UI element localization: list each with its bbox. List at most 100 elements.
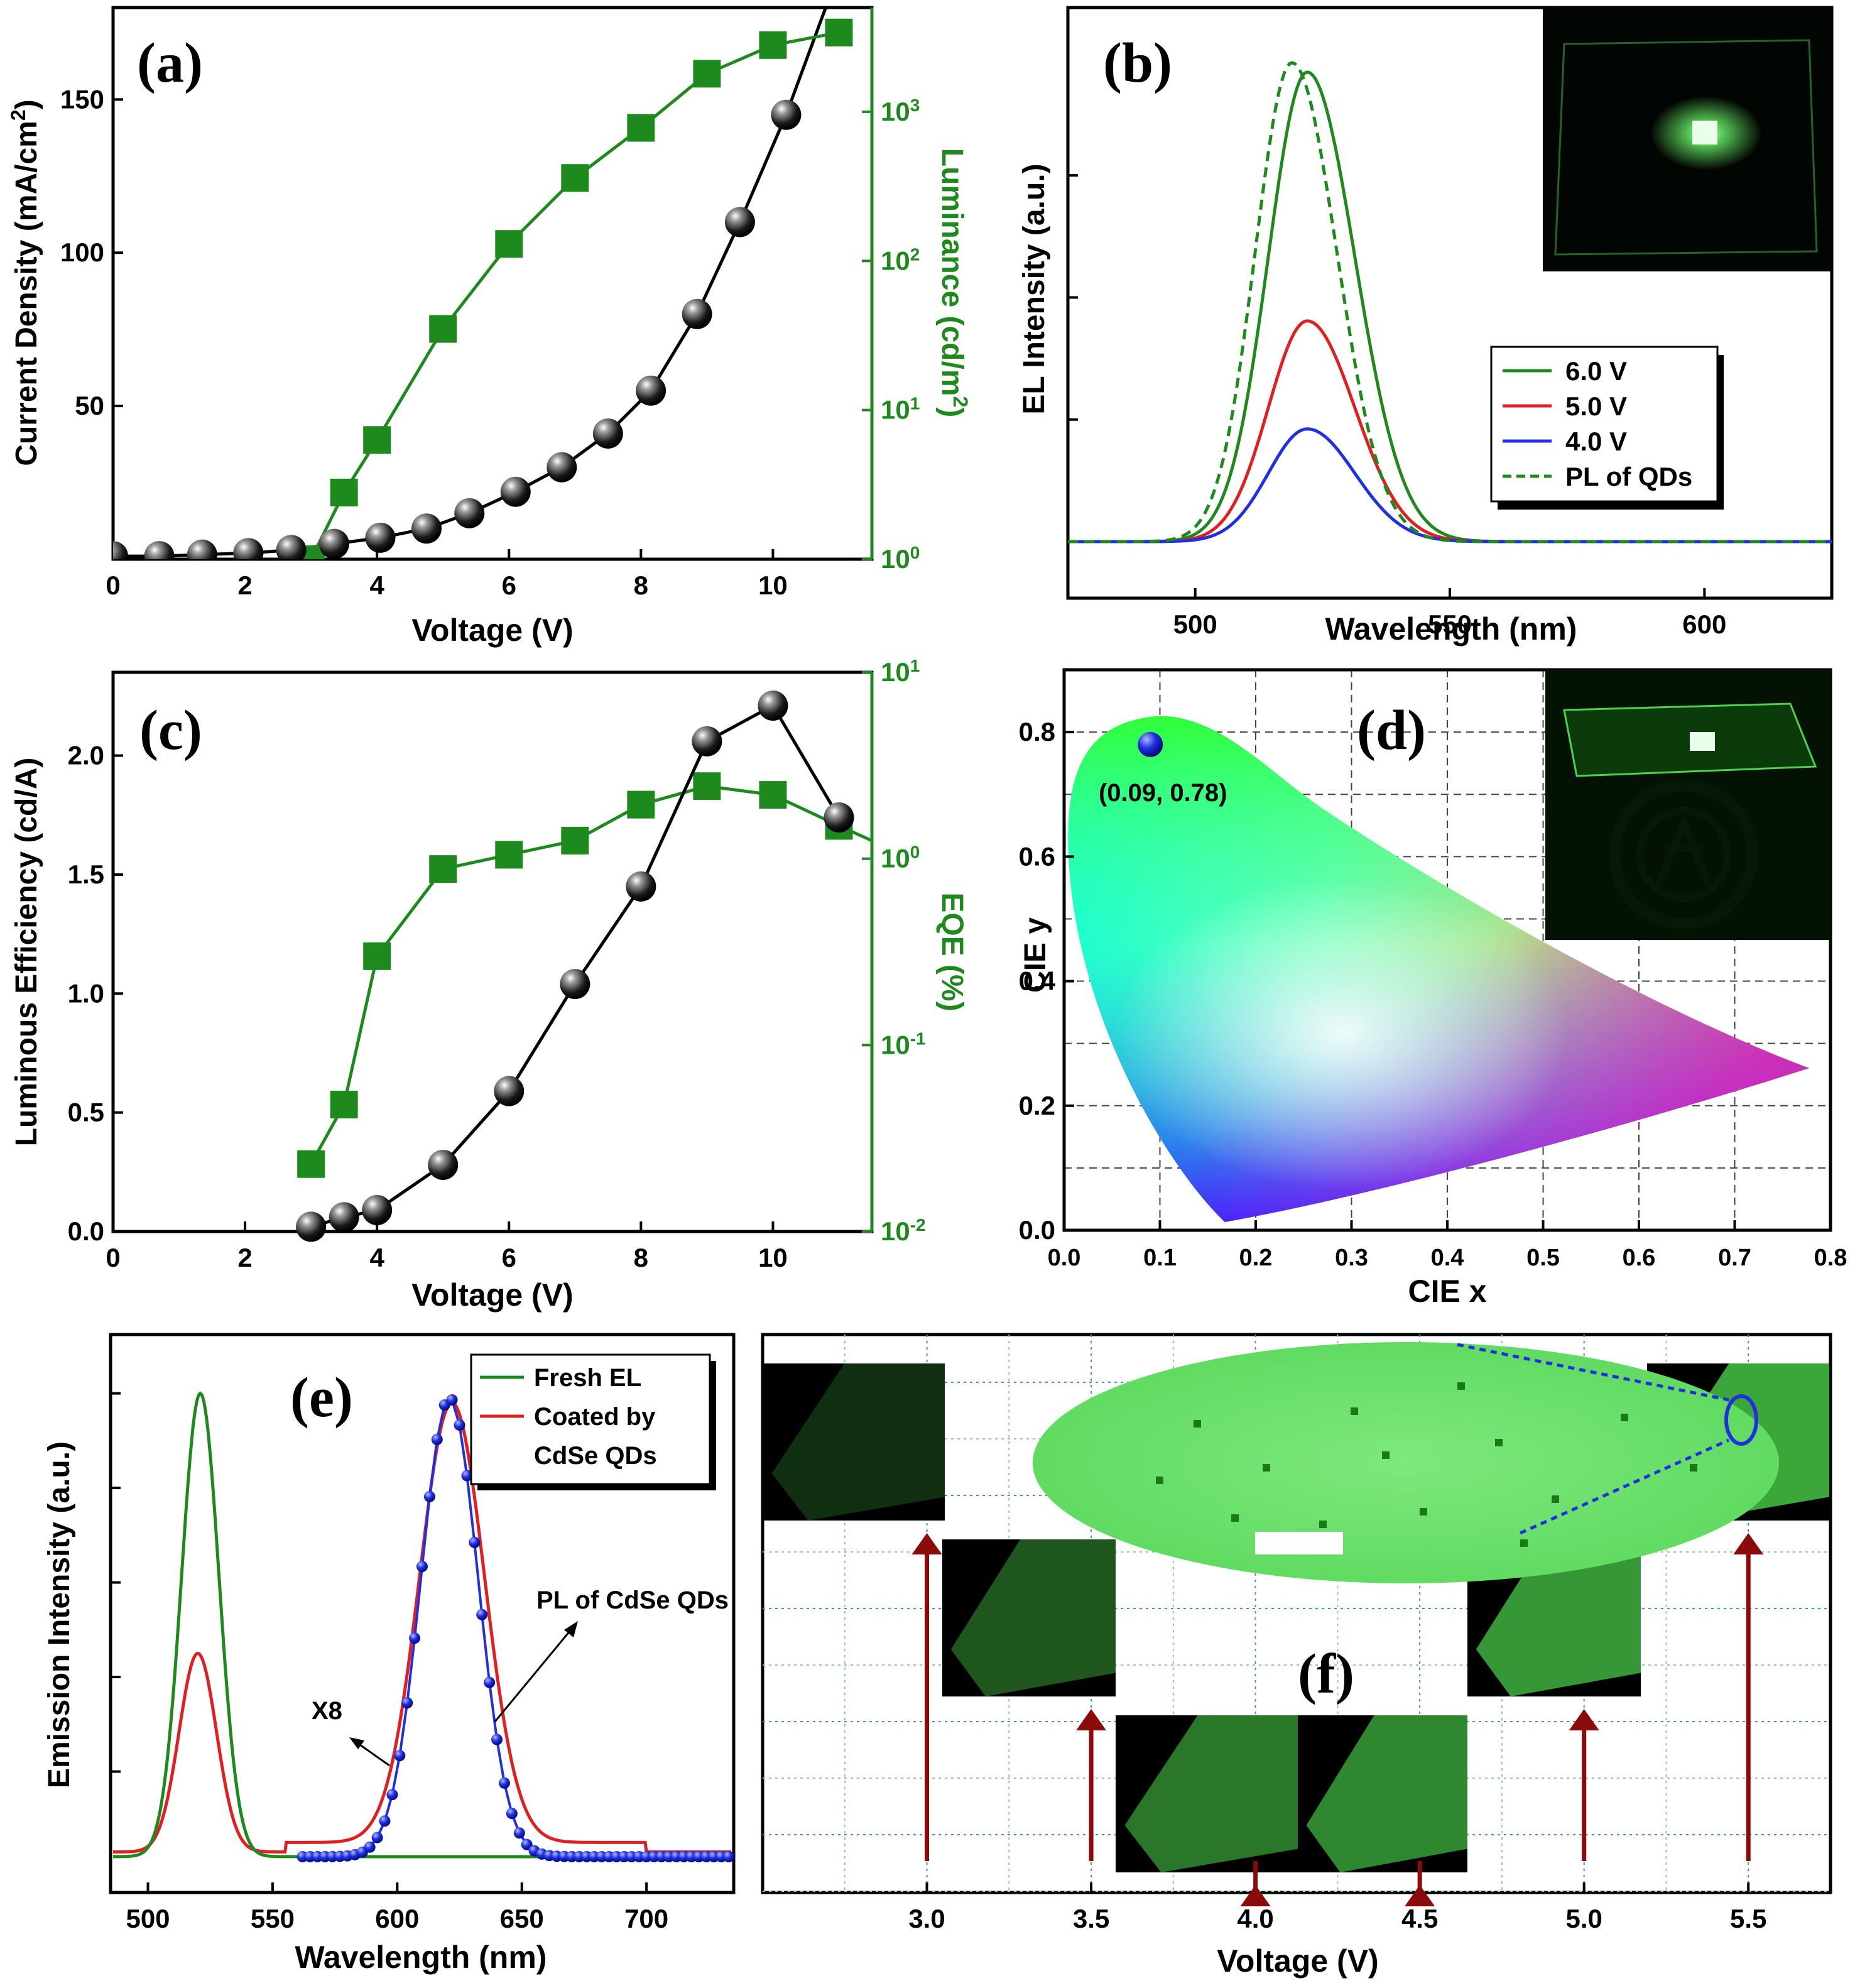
luminance-marker — [759, 31, 787, 59]
voltage-arrow-head — [911, 1533, 942, 1554]
pl-cdse-marker — [521, 1838, 533, 1850]
x-tick-label: 0.8 — [1814, 1245, 1847, 1271]
x-tick-label: 8 — [634, 571, 648, 600]
cie-coordinate-label: (0.09, 0.78) — [1099, 779, 1227, 807]
panel-c-xlabel: Voltage (V) — [411, 1277, 573, 1313]
x-tick-label: 3.0 — [908, 1904, 945, 1933]
pl-cdse-marker — [409, 1632, 421, 1644]
pl-cdse-marker — [469, 1536, 481, 1548]
pl-cdse-marker — [416, 1561, 428, 1573]
annotation-x8: X8 — [312, 1697, 342, 1725]
luminance-marker — [561, 164, 589, 192]
luminance-marker — [495, 230, 523, 258]
panel-b-inset-photo — [1543, 9, 1831, 271]
current-density-marker — [233, 538, 264, 559]
x-tick-label: 2 — [237, 1243, 252, 1272]
x-tick-label: 5.0 — [1565, 1904, 1602, 1933]
panel-e-ylabel: Emission Intensity (a.u.) — [43, 1441, 76, 1788]
panel-a-label: (a) — [137, 32, 203, 94]
x-tick-label: 550 — [251, 1904, 295, 1933]
voltage-arrow-head — [1733, 1533, 1764, 1554]
chip-photo-emission — [950, 1539, 1116, 1696]
panel-f: 3.0 3.5 4.0 4.5 5.0 5.5 (f) Voltage (V) — [761, 1333, 1832, 1979]
pl-cdse-marker — [379, 1815, 391, 1827]
x-tick-label: 10 — [758, 571, 788, 600]
y2-tick-label: 10-1 — [881, 1029, 926, 1060]
x-tick-label: 0.1 — [1143, 1245, 1177, 1271]
voltage-arrow-head — [1076, 1709, 1107, 1730]
y2-tick-label: 101 — [881, 656, 920, 687]
x-tick-label: 10 — [758, 1243, 788, 1272]
current-density-marker — [771, 99, 802, 130]
luminance-marker — [429, 315, 457, 343]
y-tick-label: 0.8 — [1019, 717, 1055, 746]
eqe-marker — [561, 826, 589, 855]
panel-b-ylabel: EL Intensity (a.u.) — [1018, 163, 1051, 414]
pl-cdse-marker — [386, 1789, 398, 1801]
pl-cdse-marker — [431, 1433, 443, 1445]
x-tick-label: 700 — [624, 1904, 668, 1933]
y-tick-label: 2.0 — [68, 741, 104, 770]
current-density-marker — [592, 418, 623, 449]
current-density-marker — [365, 522, 396, 553]
pl-cdse-marker — [484, 1676, 496, 1688]
x-tick-label: 600 — [375, 1904, 419, 1933]
y-tick-label: 1.5 — [68, 860, 104, 889]
x-tick-label: 600 — [1682, 609, 1726, 639]
pl-cdse-marker — [498, 1777, 510, 1789]
zoom-dark-spot — [1420, 1508, 1427, 1516]
panel-c: 0 2 4 6 8 10 0.0 0.5 1.0 1.5 2.0 10-2 10-1 100 101 (c)… — [10, 656, 969, 1313]
zoom-scale-bar — [1255, 1532, 1343, 1554]
y2-tick-label: 101 — [881, 393, 920, 425]
x-tick-label: 0.3 — [1335, 1245, 1368, 1271]
legend-label: 5.0 V — [1565, 391, 1627, 421]
x-tick-label: 4 — [369, 571, 384, 600]
panel-d: 0.0 0.1 0.2 0.3 0.4 0.5 0.6 0.7 0.8 0.0 0.2 0.4 0.6 0… — [1019, 668, 1847, 1309]
current-density-marker — [724, 207, 755, 238]
zoom-guide-line — [1519, 1438, 1730, 1535]
pl-cdse-marker — [491, 1734, 503, 1745]
annotation-pl-cdse: PL of CdSe QDs — [536, 1587, 729, 1614]
luminous-efficiency-marker — [296, 1211, 327, 1242]
panel-f-label: (f) — [1298, 1643, 1354, 1705]
chip-photo-emission — [1124, 1715, 1298, 1872]
x-tick-label: 0.4 — [1431, 1245, 1464, 1271]
eqe-marker — [693, 772, 721, 800]
pl-cdse-marker — [446, 1394, 458, 1406]
panel-c-frame — [111, 670, 874, 1233]
voltage-arrow-head — [1569, 1709, 1599, 1730]
panel-d-ylabel: CIE y — [1019, 917, 1052, 993]
voltage-arrow-head — [1405, 1885, 1435, 1906]
eqe-marker — [759, 781, 787, 809]
panel-b-label: (b) — [1103, 32, 1172, 94]
panel-d-inset-photo — [1545, 670, 1831, 940]
zoom-dark-spot — [1621, 1414, 1628, 1421]
series-line — [1068, 61, 1832, 543]
panel-e: 500 550 600 650 700 (e) Wavelength (nm) Emis… — [43, 1333, 736, 1975]
legend-label-fresh: Fresh EL — [534, 1364, 641, 1392]
y-tick-label: 0.6 — [1019, 841, 1055, 871]
luminance-marker — [825, 18, 853, 46]
legend-label: PL of QDs — [1565, 462, 1692, 491]
luminance-marker — [693, 60, 721, 88]
current-density-marker — [500, 476, 531, 507]
luminous-efficiency-marker — [329, 1202, 359, 1233]
pl-cdse-marker — [454, 1419, 465, 1431]
pl-cdse-marker — [423, 1490, 435, 1502]
legend-label: 6.0 V — [1565, 356, 1627, 386]
panel-c-label: (c) — [139, 699, 202, 762]
x-tick-label: 0 — [106, 571, 120, 600]
panel-c-ylabel: Luminous Efficiency (cd/A) — [10, 758, 43, 1147]
x-tick-label: 4.5 — [1401, 1904, 1438, 1933]
legend-label: 4.0 V — [1565, 427, 1627, 456]
x-tick-label: 8 — [634, 1243, 648, 1272]
pl-cdse-marker — [723, 1850, 735, 1862]
eqe-marker — [363, 942, 391, 970]
x-tick-label: 0.7 — [1718, 1245, 1751, 1271]
current-density-marker — [454, 498, 485, 528]
luminous-efficiency-marker — [692, 726, 722, 756]
x-tick-label: 500 — [126, 1904, 170, 1933]
panel-c-y2label: EQE (%) — [935, 892, 969, 1011]
chip-photo-emission — [771, 1363, 945, 1521]
zoom-dark-spot — [1194, 1420, 1201, 1428]
